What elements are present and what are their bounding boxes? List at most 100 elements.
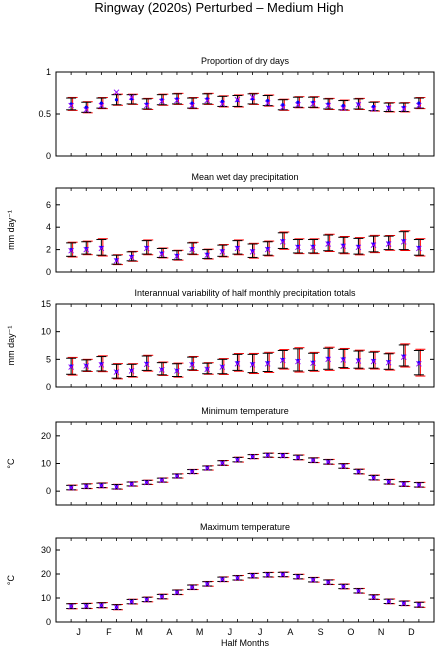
cross-marker [128,94,135,101]
cross-marker [204,581,211,587]
cross-marker [234,96,241,103]
cross-marker [310,360,316,367]
cross-marker [325,459,331,465]
cross-marker [234,245,241,252]
cross-marker [325,356,331,363]
cross-marker [83,246,90,253]
cross-marker [310,457,316,464]
y-tick-label: 0.5 [38,109,51,119]
cross-marker [68,603,74,610]
cross-marker [98,245,105,252]
cross-marker [416,602,422,608]
cross-marker [83,483,90,490]
cross-marker [68,247,74,254]
y-axis-label: °C [6,458,16,469]
cross-marker [189,362,195,368]
cross-marker [68,364,74,370]
x-tick-label: O [347,627,354,637]
cross-marker [249,454,256,460]
cross-marker [416,482,422,488]
cross-marker [113,257,120,264]
y-tick-label: 2 [46,245,51,255]
cross-marker [264,572,271,578]
cross-marker [189,584,195,591]
cross-marker [68,485,74,491]
y-tick-label: 0 [46,382,51,392]
y-tick-label: 6 [46,200,51,210]
cross-marker [159,98,165,105]
y-tick-label: 30 [41,545,51,555]
plot-frame-2 [55,187,435,273]
cross-marker [113,484,120,490]
cross-marker [400,238,407,245]
cross-marker [174,473,180,480]
mean-marker [356,102,360,106]
cross-marker [249,94,256,101]
y-axis-label: mm day⁻¹ [6,210,16,250]
cross-marker [295,244,301,251]
cross-marker [355,101,362,108]
x-tick-label: J [258,627,263,637]
cross-marker [340,243,347,250]
x-tick-label: M [196,627,204,637]
mean-marker [417,101,421,105]
y-tick-label: 10 [41,459,51,469]
cross-marker [295,358,301,365]
y-tick-label: 5 [46,354,51,364]
cross-marker [355,358,362,364]
cross-marker [310,577,316,583]
cross-marker [98,102,105,109]
y-tick-label: 10 [41,327,51,337]
panel-title-4: Minimum temperature [201,406,289,416]
mean-marker [235,98,240,103]
x-tick-label: N [378,627,385,637]
mean-marker [84,105,88,109]
cross-marker [83,603,90,609]
mean-marker [296,100,300,104]
cross-marker [159,367,165,373]
cross-marker [370,106,377,112]
y-tick-label: 20 [41,431,51,441]
cross-marker [174,368,180,374]
x-tick-label: S [318,627,324,637]
cross-marker [174,97,180,104]
cross-marker [204,465,211,472]
cross-marker [416,360,422,367]
cross-marker [98,602,105,609]
cross-marker [310,101,316,107]
cross-marker [189,468,195,475]
y-tick-label: 10 [41,593,51,603]
x-tick-label: J [76,627,81,637]
cross-marker [340,463,347,470]
cross-marker [370,358,377,365]
x-tick-label: J [228,627,233,637]
cross-marker [128,481,135,488]
cross-marker [340,357,347,363]
cross-marker [295,454,301,461]
y-axis-label: mm day⁻¹ [6,326,16,366]
figure-title: Ringway (2020s) Perturbed – Medium High [94,0,344,15]
x-tick-label: M [135,627,143,637]
cross-marker [249,573,256,579]
x-tick-label: D [408,627,415,637]
cross-marker [370,242,377,248]
cross-marker [279,357,286,364]
cross-marker [234,360,241,367]
cross-marker [98,482,105,489]
cross-marker [174,589,180,596]
cross-marker [400,481,407,488]
mean-marker [387,105,391,109]
y-tick-label: 1 [46,67,51,77]
cross-marker [279,571,286,578]
cross-marker [219,101,226,107]
cross-marker [295,101,301,108]
cross-marker [249,249,256,255]
panel-title-5: Maximum temperature [200,522,290,532]
mean-marker [371,104,376,109]
cross-marker [355,588,362,594]
cross-marker [234,457,241,463]
x-tick-label: A [166,627,172,637]
cross-marker [159,477,165,484]
cross-marker [219,576,226,583]
